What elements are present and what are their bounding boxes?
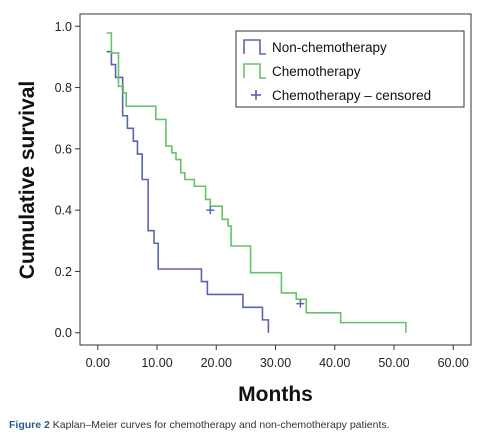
y-tick-label: 0.2 [55, 265, 72, 279]
legend-label: Chemotherapy – censored [272, 88, 431, 103]
y-axis-title: Cumulative survival [16, 81, 39, 279]
survival-curve-chemotherapy [106, 32, 407, 333]
x-tick-label: 0.00 [86, 356, 110, 370]
legend: Non-chemotherapy Chemotherapy Chemotherapy… [235, 30, 465, 108]
y-tick-label: 0.0 [55, 326, 72, 340]
x-tick-label: 50.00 [378, 356, 409, 370]
legend-swatch [243, 39, 266, 55]
legend-label: Non-chemotherapy [272, 40, 387, 55]
figure-label: Figure 2 [9, 419, 50, 431]
survival-curve-non-chemotherapy [106, 50, 270, 333]
censored-marker [206, 206, 215, 215]
y-tick-label: 0.6 [55, 142, 72, 156]
y-tick-label: 0.4 [55, 204, 72, 218]
x-tick-label: 60.00 [438, 356, 469, 370]
x-tick-label: 30.00 [260, 356, 291, 370]
x-tick-label: 40.00 [319, 356, 350, 370]
y-tick-label: 0.8 [55, 81, 72, 95]
legend-swatch [243, 63, 266, 79]
legend-box [235, 30, 465, 108]
series-layer [106, 32, 407, 333]
x-tick-label: 20.00 [201, 356, 232, 370]
figure-caption: Figure 2 Kaplan–Meier curves for chemoth… [9, 419, 471, 431]
x-tick-label: 10.00 [141, 356, 172, 370]
censored-marker [296, 299, 305, 308]
axes: 0.0 0.2 0.4 0.6 0.8 1.0 0.00 10.00 20.00 30.00 40.… [55, 20, 469, 370]
x-axis-title: Months [238, 383, 313, 406]
legend-label: Chemotherapy [272, 64, 361, 79]
caption-text: Kaplan–Meier curves for chemotherapy and… [52, 419, 390, 431]
y-tick-label: 1.0 [55, 20, 72, 34]
